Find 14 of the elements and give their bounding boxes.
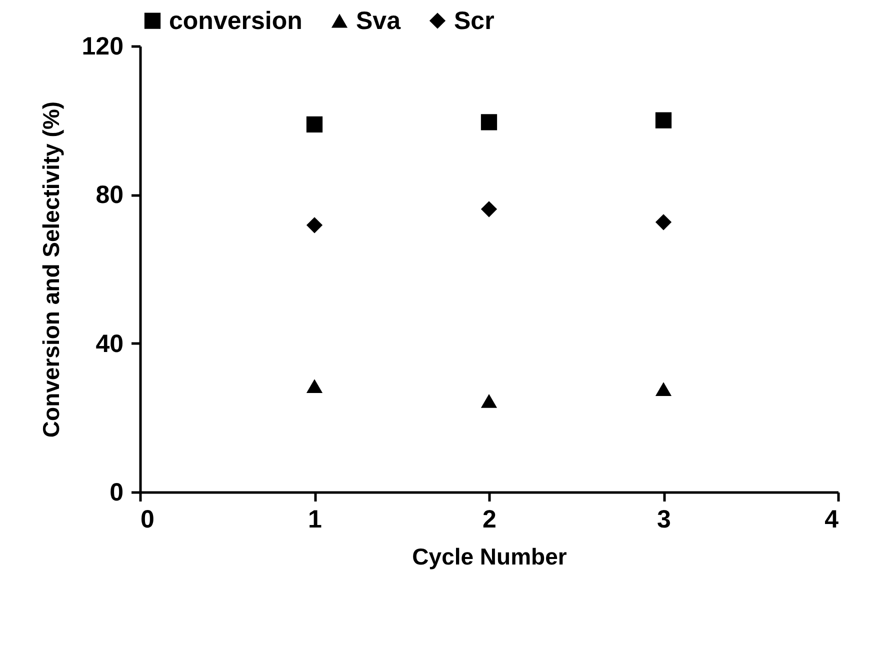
x-tick-label: 0	[140, 506, 154, 534]
x-axis-title: Cycle Number	[412, 544, 567, 570]
y-tick-label: 40	[96, 330, 124, 358]
y-axis-title: Conversion and Selectivity (%)	[38, 101, 64, 438]
legend-label: Scr	[454, 6, 495, 35]
x-tick-label: 4	[824, 506, 839, 534]
legend-label: conversion	[169, 6, 302, 35]
legend-label: Sva	[356, 6, 402, 35]
x-tick-label: 3	[657, 506, 671, 534]
x-tick-label: 1	[308, 506, 322, 534]
y-tick-label: 0	[110, 478, 124, 506]
y-tick-label: 80	[96, 181, 124, 210]
y-tick-label: 120	[82, 32, 124, 60]
x-tick-label: 2	[482, 506, 496, 534]
